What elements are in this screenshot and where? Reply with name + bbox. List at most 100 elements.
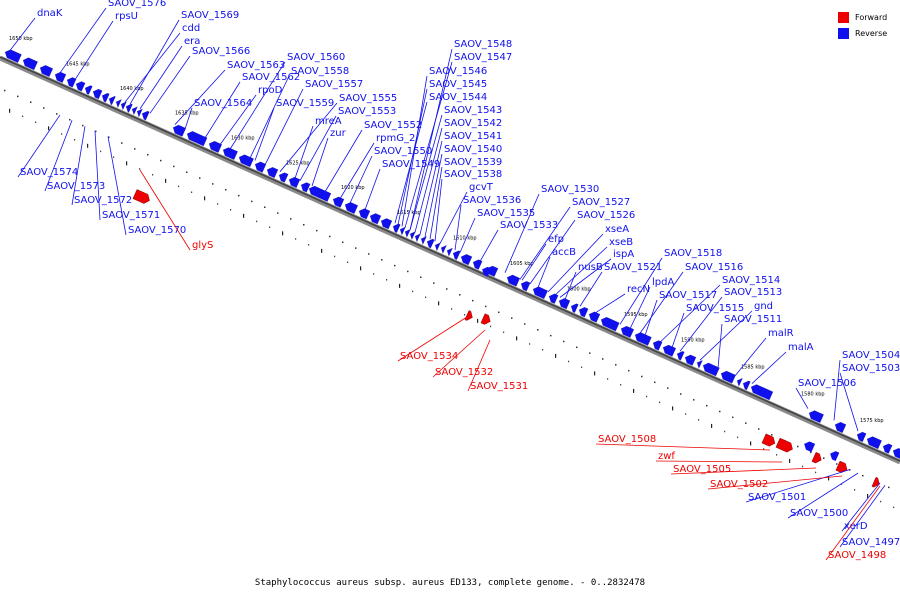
forward-gene-shape [464,310,473,321]
gene-label-SAOV_1504-leader [833,359,841,421]
gene-label-SAOV_1539: SAOV_1539 [429,157,502,240]
gene-label-SAOV_1563: SAOV_1563 [174,60,285,125]
tick-dot [191,191,193,193]
tick-dot [295,238,297,240]
tick-mark [633,388,635,393]
gene-label-SAOV_1526-leader [529,219,576,285]
reverse-gene-shape [392,223,401,233]
kbp-label: 1580 kbp [801,392,825,398]
gene-label-SAOV_1560-text: SAOV_1560 [287,52,345,63]
tick-dot [355,247,357,249]
gene-label-SAOV_1572-leader [71,126,86,206]
tick-dot [238,194,240,197]
reverse-gene [506,274,521,287]
reverse-gene [434,242,441,252]
reverse-gene-shape [141,110,150,121]
reverse-gene [520,281,531,292]
reverse-gene-shape [676,351,685,361]
reverse-gene-shape [308,185,332,202]
reverse-gene [288,176,301,188]
reverse-gene-shape [750,384,774,401]
reverse-gene [136,108,143,118]
tick-mark [789,458,791,463]
gene-label-SAOV_1570-leader [107,136,127,236]
reverse-gene-shape [125,103,133,113]
gene-label-SAOV_1503: SAOV_1503 [839,363,900,432]
kbp-label: 1650 kbp [9,36,33,42]
gene-label-SAOV_1564-leader [184,107,193,130]
reverse-gene [834,422,847,434]
tick-mark [516,336,518,341]
tick-mark [594,371,596,376]
gene-label-SAOV_1538: SAOV_1538 [434,169,502,242]
reverse-gene [414,233,421,243]
gene-label-SAOV_1508-text: SAOV_1508 [598,434,656,445]
gene-label-SAOV_1511-leader [717,323,723,369]
reverse-gene-shape [702,362,720,377]
gene-label-SAOV_1550-text: SAOV_1550 [374,146,432,157]
reverse-gene [856,431,867,443]
reverse-gene [620,325,635,338]
gene-label-nusB-leader [564,271,577,300]
tick-dot [139,168,141,170]
gene-label-gcvT-leader [439,191,468,244]
gene-label-SAOV_1518: SAOV_1518 [619,248,722,325]
kbp-label: 1590 kbp [681,338,705,344]
tick-dot [667,387,669,389]
gene-label-zur-leader [311,137,329,187]
gene-label-zur-text: zur [330,128,347,139]
gene-label-accB: accB [537,247,576,288]
tick-dot [589,352,591,354]
reverse-gene-shape [620,325,635,338]
gene-label-SAOV_1508: SAOV_1508 [595,434,771,451]
gene-label-SAOV_1521-leader [579,271,603,307]
reverse-gene-shape [600,316,620,332]
gene-label-SAOV_1574-text: SAOV_1574 [20,167,78,178]
reverse-gene [866,436,882,450]
tick-dot [95,130,97,133]
gene-label-SAOV_1573-text: SAOV_1573 [47,181,105,192]
tick-mark [243,213,245,218]
reverse-gene [392,223,401,233]
tick-dot [511,317,513,319]
gene-label-SAOV_1497: SAOV_1497 [839,485,900,548]
forward-swatch [838,11,849,23]
gene-label-SAOV_1542: SAOV_1542 [414,118,502,233]
reverse-gene-shape [404,228,411,238]
reverse-gene-shape [662,344,677,357]
reverse-gene-shape [684,354,697,366]
reverse-gene [108,96,116,106]
tick-mark [48,126,50,131]
gene-label-SAOV_1550-leader [349,155,373,204]
tick-mark [867,493,869,498]
reverse-gene [662,344,677,357]
reverse-swatch [838,27,849,39]
gene-label-SAOV_1559-text: SAOV_1559 [276,98,334,109]
forward-gene [761,433,776,447]
reverse-gene [300,182,311,193]
gene-label-SAOV_1539-text: SAOV_1539 [444,157,502,168]
gene-label-SAOV_1531-leader [467,339,491,392]
gene-label-SAOV_1504-text: SAOV_1504 [842,350,900,361]
reverse-gene-shape [892,448,900,460]
reverse-gene [736,377,743,387]
gene-label-SAOV_1558-text: SAOV_1558 [291,66,349,77]
gene-label-SAOV_1545-text: SAOV_1545 [429,79,487,90]
gene-label-SAOV_1557-leader [264,88,304,166]
gene-label-SAOV_1547-leader [404,61,453,228]
tick-dot [628,369,630,372]
gene-label-SAOV_1513-leader [679,296,723,352]
tick-dot [810,451,812,454]
tick-dot [61,133,63,135]
gene-label-SAOV_1533: SAOV_1533 [479,220,558,262]
reverse-gene [578,307,589,318]
tick-mark [828,476,830,481]
tick-dot [451,308,453,310]
gene-label-era-leader [139,45,183,110]
gene-label-SAOV_1548-leader [409,48,453,231]
tick-dot [880,500,882,503]
gene-label-SAOV_1535-text: SAOV_1535 [477,208,535,219]
gene-label-SAOV_1521-text: SAOV_1521 [604,262,662,273]
gene-label-SAOV_1563-text: SAOV_1563 [227,60,285,71]
kbp-label: 1625 kbp [286,160,310,166]
